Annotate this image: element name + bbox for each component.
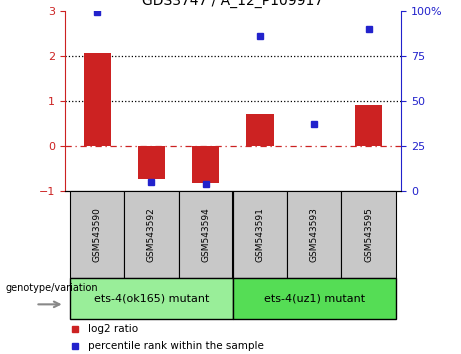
Bar — [233, 191, 287, 278]
Bar — [192, 146, 219, 183]
Bar — [138, 146, 165, 178]
Text: GSM543591: GSM543591 — [255, 207, 265, 262]
Bar — [246, 114, 273, 146]
Bar — [124, 191, 178, 278]
Text: GSM543592: GSM543592 — [147, 207, 156, 262]
Title: GDS3747 / A_12_P109917: GDS3747 / A_12_P109917 — [142, 0, 323, 8]
Bar — [287, 191, 341, 278]
Text: GSM543593: GSM543593 — [310, 207, 319, 262]
Bar — [355, 104, 382, 146]
Text: percentile rank within the sample: percentile rank within the sample — [88, 341, 264, 351]
Bar — [83, 53, 111, 146]
Bar — [178, 191, 233, 278]
Bar — [341, 191, 396, 278]
Bar — [233, 278, 396, 319]
Text: genotype/variation: genotype/variation — [5, 283, 98, 293]
Bar — [70, 278, 233, 319]
Text: GSM543595: GSM543595 — [364, 207, 373, 262]
Text: GSM543594: GSM543594 — [201, 207, 210, 262]
Text: GSM543590: GSM543590 — [93, 207, 101, 262]
Text: ets-4(ok165) mutant: ets-4(ok165) mutant — [94, 293, 209, 303]
Text: log2 ratio: log2 ratio — [88, 324, 138, 333]
Text: ets-4(uz1) mutant: ets-4(uz1) mutant — [264, 293, 365, 303]
Bar — [70, 191, 124, 278]
